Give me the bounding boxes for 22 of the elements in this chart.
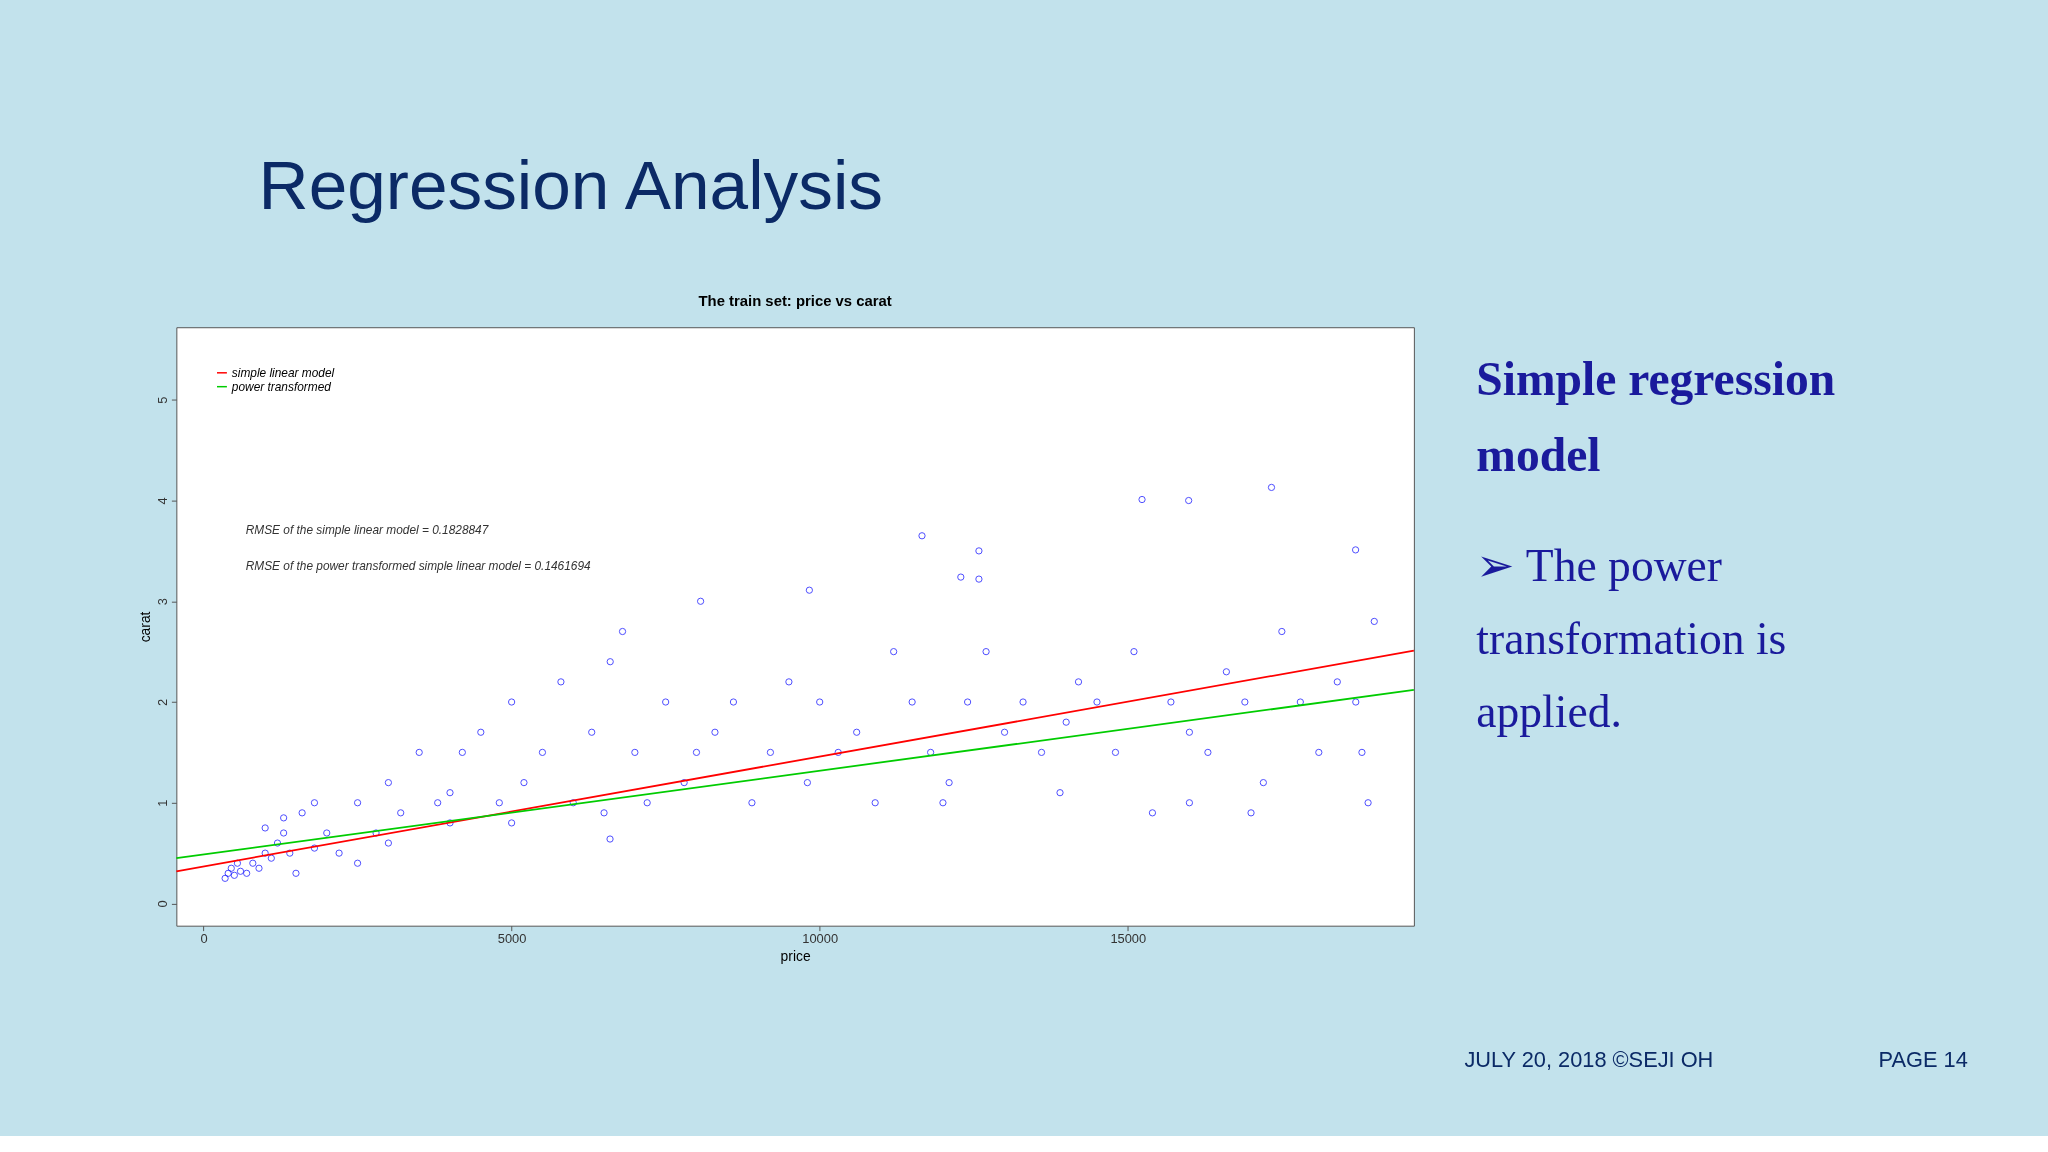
x-tick-label: 5000 (497, 931, 527, 947)
text: Regression Analysis (258, 146, 884, 225)
y-tick-label: 5 (154, 396, 170, 404)
y-tick-label: 4 (154, 497, 170, 505)
text: Simple regression model (1476, 352, 1836, 481)
text: PAGE 14 (1878, 1047, 1968, 1073)
legend-label: simple linear model (231, 365, 335, 380)
y-tick-label: 1 (154, 799, 170, 807)
x-tick-label: 10000 (802, 931, 839, 947)
y-tick-label: 3 (154, 598, 170, 606)
y-tick-label: 2 (154, 698, 170, 707)
x-tick-label: 0 (200, 931, 208, 947)
annotation: RMSE of the power transformed simple linear model = 0.1461694 (245, 558, 591, 573)
y-axis-title: carat (137, 611, 154, 643)
annotation: RMSE of the simple linear model = 0.1828847 (245, 523, 489, 538)
text: ➢ The power transformation is applied. (1476, 539, 1787, 737)
legend-label: power transformed (230, 379, 332, 394)
text: JULY 20, 2018 ©SEJI OH (1464, 1047, 1714, 1073)
x-tick-label: 15000 (1110, 931, 1147, 947)
chart-title: The train set: price vs carat (698, 293, 892, 310)
y-tick-label: 0 (154, 900, 170, 908)
x-axis-title: price (780, 947, 811, 964)
